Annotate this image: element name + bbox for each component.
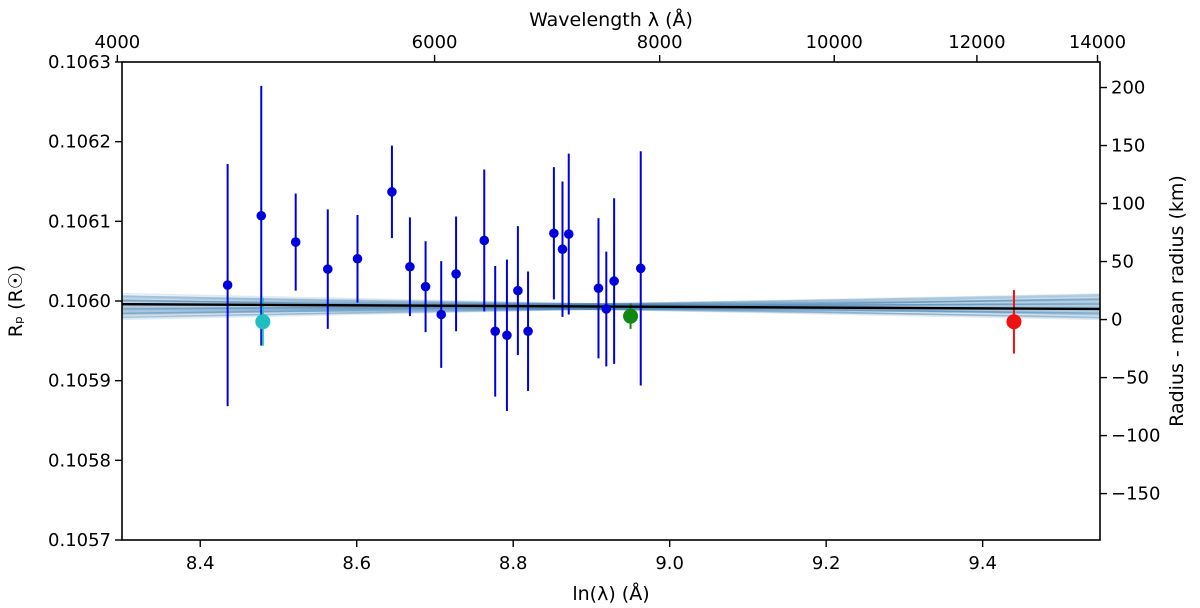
data-point bbox=[420, 281, 431, 292]
posterior-line bbox=[121, 299, 1101, 310]
x-axis-label: ln(λ) (Å) bbox=[572, 582, 649, 605]
data-point bbox=[322, 264, 333, 274]
right-tick-label: 150 bbox=[1111, 136, 1145, 157]
top-axis-label: Wavelength λ (Å) bbox=[529, 8, 693, 31]
posterior-line bbox=[121, 294, 1101, 315]
posterior-line bbox=[121, 295, 1101, 314]
y-axis-label: Rₚ (R☉) bbox=[5, 265, 27, 337]
data-point bbox=[387, 187, 397, 197]
top-tick-label: 8000 bbox=[637, 32, 683, 53]
data-point bbox=[609, 276, 619, 286]
top-tick-label: 4000 bbox=[94, 32, 140, 53]
posterior-line bbox=[121, 302, 1101, 306]
axis-ticks: 8.4 8.6 8.8 9.0 9.2 9.4 0.1057 0.1058 0.1059 0.10… bbox=[48, 32, 1160, 574]
posterior-line bbox=[121, 293, 1101, 316]
data-point bbox=[436, 309, 447, 320]
data-point bbox=[593, 283, 604, 294]
y-tick-label: 0.1058 bbox=[48, 450, 111, 471]
data-point bbox=[623, 308, 639, 324]
data-point bbox=[523, 326, 533, 337]
right-axis-label: Radius - mean radius (km) bbox=[1166, 175, 1188, 427]
x-tick-label: 9.4 bbox=[968, 553, 997, 574]
y-tick-label: 0.1061 bbox=[48, 211, 111, 232]
posterior-line bbox=[121, 295, 1101, 312]
right-tick-label: −100 bbox=[1111, 426, 1160, 447]
right-tick-label: 200 bbox=[1111, 78, 1145, 99]
y-tick-label: 0.1059 bbox=[48, 371, 111, 392]
right-tick-label: −150 bbox=[1111, 484, 1160, 505]
data-point bbox=[513, 285, 523, 296]
x-tick-label: 8.4 bbox=[186, 553, 215, 574]
posterior-line bbox=[121, 297, 1101, 311]
right-tick-label: 50 bbox=[1111, 252, 1134, 273]
x-tick-label: 9.2 bbox=[812, 553, 841, 574]
top-tick-label: 10000 bbox=[806, 32, 863, 53]
data-markers bbox=[222, 187, 1022, 341]
data-point bbox=[490, 326, 501, 337]
error-bars bbox=[226, 85, 1015, 411]
best-fit-line bbox=[121, 302, 1101, 311]
posterior-line bbox=[121, 295, 1101, 315]
posterior-line bbox=[121, 298, 1101, 310]
posterior-line bbox=[121, 294, 1101, 314]
data-point bbox=[255, 314, 271, 330]
posterior-line bbox=[121, 300, 1101, 308]
x-tick-label: 9.0 bbox=[655, 553, 684, 574]
data-point bbox=[502, 330, 512, 341]
right-tick-label: 0 bbox=[1111, 310, 1122, 331]
top-tick-label: 6000 bbox=[412, 32, 458, 53]
data-point bbox=[1006, 314, 1022, 330]
y-tick-label: 0.1060 bbox=[48, 291, 111, 312]
y-tick-label: 0.1062 bbox=[48, 132, 111, 153]
x-tick-label: 8.6 bbox=[342, 553, 371, 574]
data-point bbox=[563, 229, 574, 239]
y-tick-label: 0.1057 bbox=[48, 530, 111, 551]
data-point bbox=[405, 261, 415, 272]
y-tick-label: 0.1063 bbox=[48, 52, 111, 73]
data-point bbox=[601, 304, 612, 314]
posterior-line bbox=[121, 292, 1101, 316]
best-fit-line-group bbox=[121, 302, 1101, 311]
data-point bbox=[635, 263, 646, 274]
data-point bbox=[256, 210, 267, 221]
data-point bbox=[549, 228, 559, 239]
x-tick-label: 8.8 bbox=[499, 553, 528, 574]
data-point bbox=[557, 244, 568, 255]
data-point bbox=[451, 269, 461, 279]
data-point bbox=[352, 253, 363, 264]
posterior-line bbox=[121, 301, 1101, 315]
data-point bbox=[479, 235, 490, 246]
top-tick-label: 14000 bbox=[1069, 32, 1126, 53]
right-tick-label: 100 bbox=[1111, 194, 1145, 215]
right-tick-label: −50 bbox=[1111, 368, 1149, 389]
data-point bbox=[290, 237, 301, 247]
posterior-line bbox=[121, 293, 1101, 315]
data-point bbox=[222, 280, 233, 290]
top-tick-label: 12000 bbox=[948, 32, 1005, 53]
